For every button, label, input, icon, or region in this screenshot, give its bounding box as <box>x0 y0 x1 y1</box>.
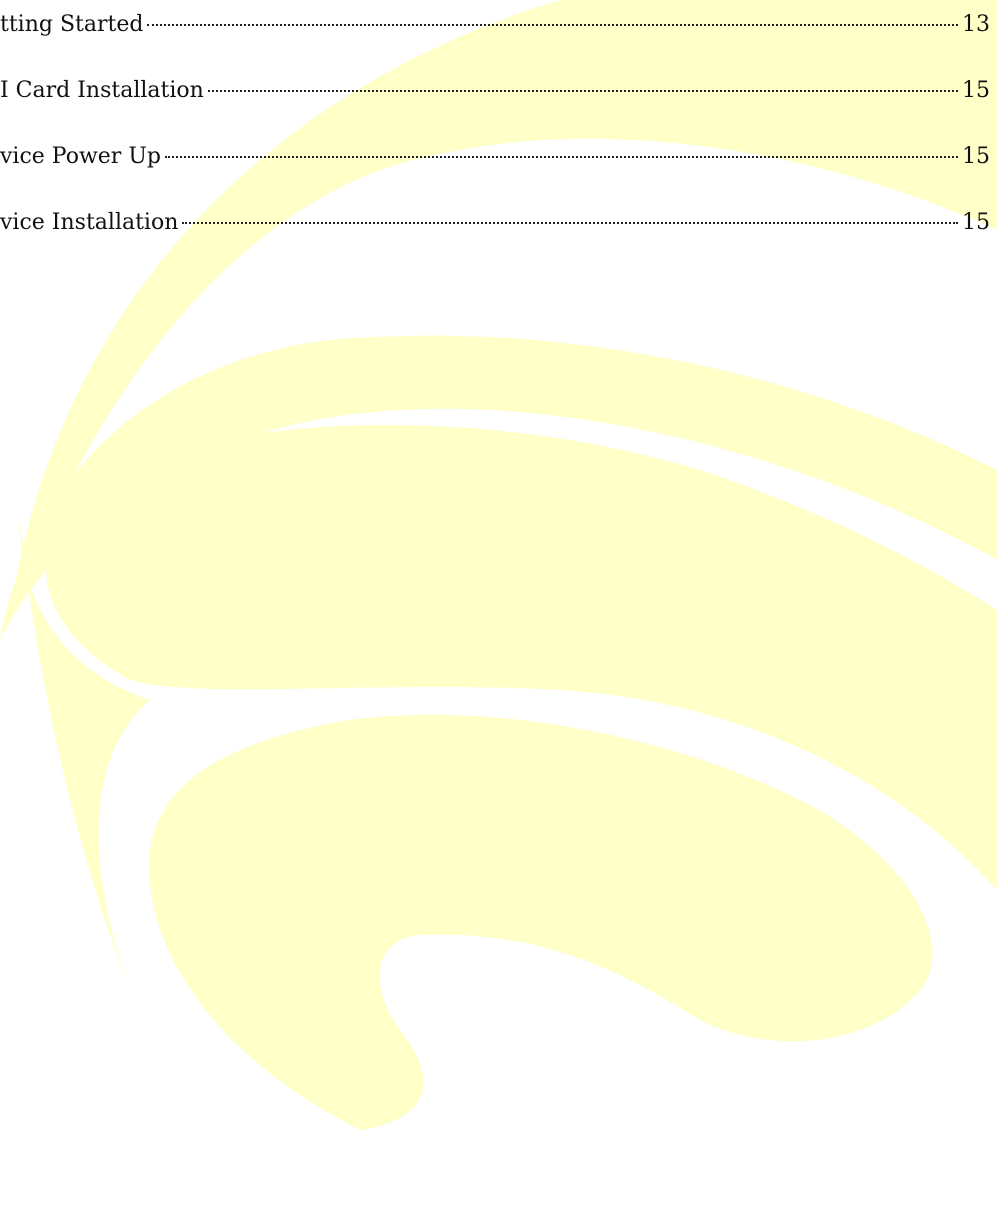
page: tting Started 13 I Card Installation 15 vi… <box>0 0 997 1216</box>
entry-page: 15 <box>962 144 990 169</box>
toc-entry: tting Started 13 <box>0 12 990 78</box>
entry-title: vice Power Up <box>0 144 161 169</box>
entry-title: I Card Installation <box>0 78 204 103</box>
entry-title: vice Installation <box>0 210 178 235</box>
table-of-contents: tting Started 13 I Card Installation 15 vi… <box>0 12 990 276</box>
entry-page: 13 <box>962 12 990 37</box>
toc-entry: vice Power Up 15 <box>0 144 990 210</box>
dot-leader <box>165 156 958 158</box>
toc-entry: I Card Installation 15 <box>0 78 990 144</box>
dot-leader <box>182 222 958 224</box>
dot-leader <box>208 90 958 92</box>
entry-page: 15 <box>962 78 990 103</box>
entry-page: 15 <box>962 210 990 235</box>
toc-entry: vice Installation 15 <box>0 210 990 276</box>
entry-title: tting Started <box>0 12 143 37</box>
dot-leader <box>147 24 958 26</box>
